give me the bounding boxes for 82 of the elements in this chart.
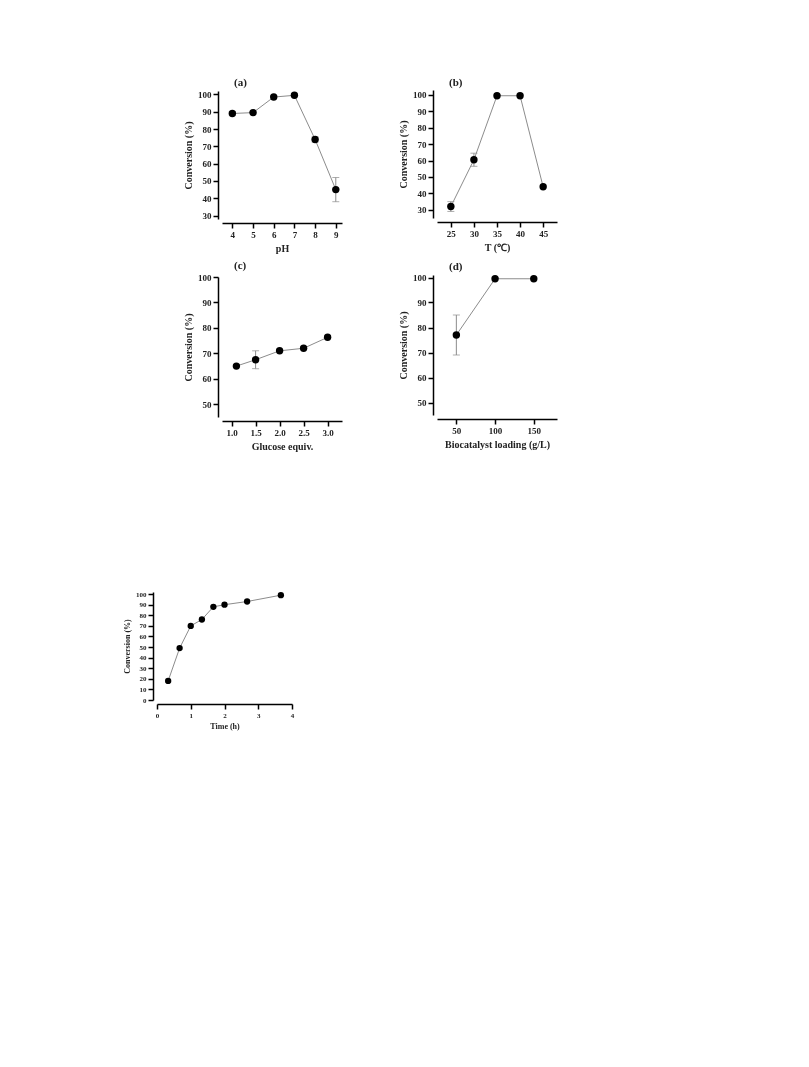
y-axis-title: Conversion (%) (398, 120, 410, 189)
point (187, 622, 194, 630)
x-tick-label: 4 (230, 229, 236, 240)
y-tick-label: 30 (202, 211, 212, 222)
point (470, 156, 478, 164)
x-tick-label: 5 (251, 229, 257, 240)
chart-title: (a) (234, 76, 248, 90)
x-tick-label: 6 (271, 229, 277, 240)
chart-title: (c) (234, 259, 247, 272)
y-tick-label: 90 (202, 107, 212, 118)
y-tick-label: 90 (417, 106, 427, 117)
x-tick-label: 9 (334, 229, 340, 240)
point (198, 616, 206, 623)
point (270, 93, 278, 101)
x-tick-label: 1.0 (226, 427, 239, 438)
chart-title: (d) (449, 259, 463, 273)
y-tick-label: 50 (417, 398, 427, 408)
y-tick-label: 80 (202, 124, 212, 135)
x-axis-title: Biocatalyst loading (g/L) (444, 438, 551, 451)
y-axis-title: Conversion (%) (183, 313, 195, 382)
x-tick-label: 150 (527, 425, 542, 436)
y-tick-label: 70 (417, 348, 427, 358)
x-tick-label: 1.5 (250, 427, 263, 438)
point (176, 644, 183, 652)
y-tick-label: 80 (417, 123, 427, 134)
x-axis-title: Glucose equiv. (251, 440, 314, 452)
x-tick-label: 50 (452, 425, 462, 436)
point (332, 185, 340, 194)
x-axis-title: T (℃) (484, 241, 511, 254)
y-tick-label: 70 (202, 141, 212, 152)
point (232, 362, 241, 370)
y-axis-title: Conversion (%) (183, 121, 195, 190)
point (299, 344, 308, 352)
y-tick-label: 100 (198, 89, 212, 100)
x-tick-label: 40 (516, 228, 526, 239)
x-tick-label: 7 (292, 229, 298, 240)
y-tick-label: 40 (202, 193, 212, 204)
x-tick-label: 3.0 (322, 427, 335, 438)
point (221, 601, 228, 608)
y-tick-label: 60 (417, 156, 427, 167)
y-tick-label: 100 (198, 272, 212, 283)
x-axis-title: Time (h) (210, 721, 241, 731)
point (164, 677, 172, 685)
y-tick-label: 50 (202, 399, 212, 410)
y-tick-label: 100 (413, 273, 427, 283)
y-tick-label: 90 (202, 297, 212, 308)
x-tick-label: 25 (446, 228, 457, 239)
y-tick-label: 90 (417, 298, 427, 308)
y-tick-label: 70 (417, 139, 427, 150)
point (493, 92, 501, 100)
point (251, 356, 260, 364)
point (249, 108, 257, 117)
y-tick-label: 70 (202, 348, 212, 359)
y-tick-label: 60 (202, 374, 212, 385)
y-tick-label: 60 (417, 373, 427, 383)
x-tick-label: 100 (488, 425, 503, 436)
point (210, 603, 217, 610)
y-tick-label: 80 (202, 323, 212, 334)
point (275, 347, 284, 355)
y-tick-label: 50 (202, 176, 212, 187)
x-axis-title: pH (275, 242, 290, 254)
x-tick-label: 2.0 (274, 427, 287, 438)
y-axis-title: Conversion (%) (123, 618, 132, 674)
y-tick-label: 80 (417, 323, 427, 333)
y-tick-label: 40 (417, 188, 427, 199)
y-tick-label: 30 (417, 205, 427, 216)
x-tick-label: 2.5 (298, 427, 311, 438)
point (323, 333, 332, 342)
x-tick-label: 30 (469, 228, 480, 239)
y-tick-label: 50 (417, 172, 427, 183)
point (290, 91, 299, 100)
point (516, 92, 524, 100)
x-tick-label: 35 (493, 228, 503, 239)
point (277, 592, 285, 599)
y-tick-label: 100 (413, 90, 427, 101)
x-tick-label: 8 (313, 229, 319, 240)
y-tick-label: 60 (202, 159, 212, 170)
point (243, 598, 251, 605)
chart-title: (b) (449, 76, 463, 89)
y-axis-title: Conversion (%) (398, 311, 410, 380)
point (539, 183, 547, 191)
x-tick-label: 45 (539, 228, 549, 239)
